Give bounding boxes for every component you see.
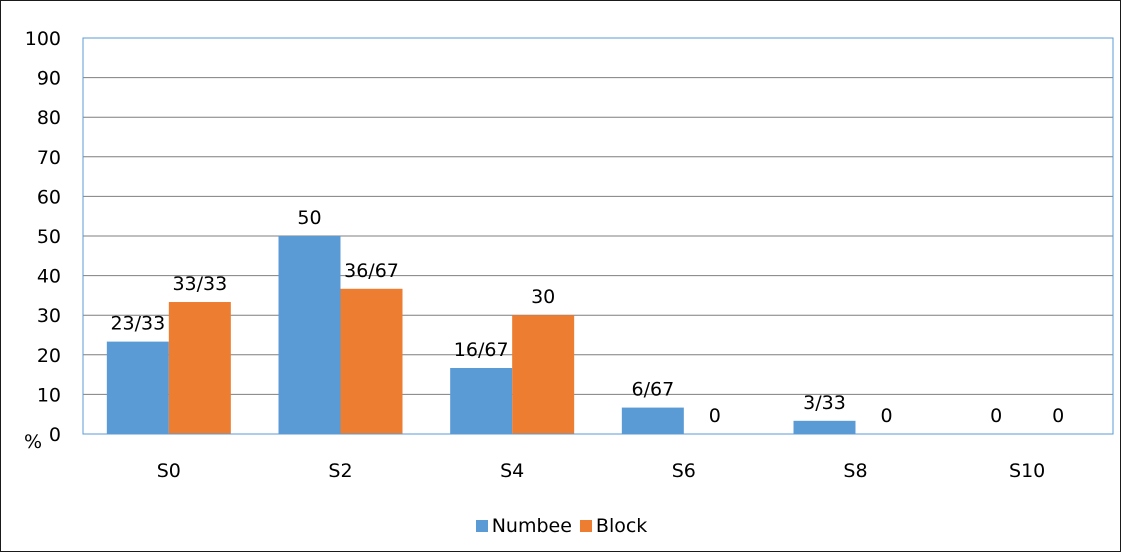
legend-item-block: Block: [579, 515, 648, 537]
bars: [106, 236, 856, 434]
legend-item-numbee: Numbee: [475, 515, 572, 537]
y-tick-label: 40: [37, 266, 61, 288]
legend-label-numbee: Numbee: [491, 515, 572, 537]
legend-swatch-numbee: [475, 520, 488, 532]
y-tick-label: 90: [37, 68, 61, 90]
bar-numbee-s4: [450, 367, 513, 434]
y-axis-ticks: 0 10 20 30 40 50 60 70 80 90 100: [25, 28, 61, 446]
x-tick-label: S0: [157, 460, 181, 482]
y-tick-label: 60: [37, 186, 61, 208]
y-tick-label: 0: [49, 424, 61, 446]
legend-swatch-block: [579, 520, 592, 532]
bar-numbee-s8: [793, 420, 856, 434]
data-label: 6/67: [631, 379, 674, 401]
data-label: 30: [531, 286, 555, 308]
bar-block-s2: [340, 288, 403, 434]
x-tick-label: S10: [1009, 460, 1045, 482]
bar-block-s0: [168, 302, 231, 434]
data-label: 50: [297, 207, 321, 229]
y-tick-label: 30: [37, 305, 61, 327]
y-tick-label: 100: [25, 28, 61, 50]
data-label: 0: [880, 405, 892, 427]
legend: Numbee Block: [1, 512, 1121, 540]
data-label: 0: [709, 405, 721, 427]
data-label: 33/33: [172, 273, 227, 295]
bar-numbee-s6: [621, 407, 684, 434]
grid-lines: [83, 37, 1113, 435]
legend-label-block: Block: [595, 515, 648, 537]
y-tick-label: 80: [37, 107, 61, 129]
y-tick-label: 10: [37, 384, 61, 406]
x-tick-label: S2: [328, 460, 352, 482]
data-label: 36/67: [344, 260, 399, 282]
bar-numbee-s2: [278, 236, 341, 434]
y-unit-label: %: [24, 431, 42, 453]
data-labels: 23/33 33/33 50 36/67 16/67 30 6/67 0 3/33 0 0 0: [110, 207, 1064, 427]
data-label: 0: [990, 405, 1002, 427]
plot-border: [82, 37, 1114, 435]
x-tick-label: S8: [843, 460, 867, 482]
y-tick-label: 20: [37, 345, 61, 367]
x-tick-label: S6: [672, 460, 696, 482]
data-label: 3/33: [803, 392, 846, 414]
bar-numbee-s0: [106, 341, 169, 434]
bar-chart: 0 10 20 30 40 50 60 70 80 90 100 23/33 33/33 50 36/67…: [24, 28, 1114, 482]
data-label: 23/33: [110, 313, 165, 335]
x-tick-label: S4: [500, 460, 524, 482]
data-label: 16/67: [454, 339, 509, 361]
y-tick-label: 50: [37, 226, 61, 248]
data-label: 0: [1052, 405, 1064, 427]
bar-block-s4: [512, 315, 575, 434]
x-axis-ticks: S0 S2 S4 S6 S8 S10: [157, 460, 1046, 482]
y-tick-label: 70: [37, 147, 61, 169]
